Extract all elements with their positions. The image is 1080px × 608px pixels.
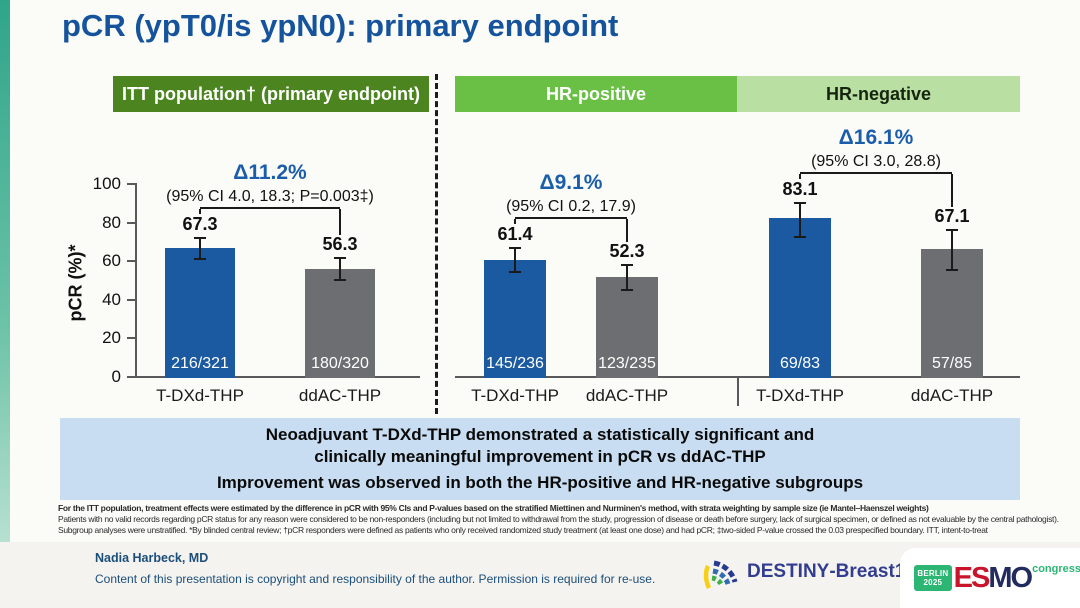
error-bar-cap	[334, 279, 346, 282]
error-bar-cap	[621, 263, 633, 266]
error-bar-cap	[194, 257, 206, 260]
y-tick-label: 80	[102, 212, 121, 232]
bracket-drop	[626, 218, 628, 242]
value-label: 52.3	[609, 240, 645, 261]
trial-logo-fan-icon	[703, 560, 738, 589]
y-axis	[135, 183, 137, 378]
ci-label: (95% CI 4.0, 18.3; P=0.003‡)	[166, 187, 374, 205]
value-label: 83.1	[782, 178, 818, 199]
y-tick	[127, 221, 135, 224]
group-divider-tick	[737, 378, 739, 406]
x-tick-label: T-DXd-THP	[756, 386, 844, 405]
value-label: 56.3	[322, 234, 358, 255]
chart-hr-subgroups: 61.4 145/236 T-DXd-THP 52.3 123/235 ddAC-THP (…	[455, 126, 1020, 410]
error-bar-cap	[794, 235, 806, 238]
bar-t-dxd-thp	[769, 217, 831, 378]
summary-line-1-2: Neoadjuvant T-DXd-THP demonstrated a sta…	[265, 424, 815, 466]
error-bar-cap	[194, 236, 206, 239]
ci-label: (95% CI 3.0, 28.8)	[811, 152, 941, 170]
copyright-note: Content of this presentation is copyrigh…	[95, 572, 656, 586]
error-bar	[514, 247, 516, 272]
bracket-drop	[514, 218, 516, 225]
y-tick-label: 60	[102, 251, 121, 271]
bracket	[515, 216, 627, 219]
esmo-congress-logo: BERLIN 2025 ESMO congress	[900, 548, 1080, 608]
footnotes: For the ITT population, treatment effect…	[58, 503, 1078, 536]
delta-label: Δ11.2%	[233, 160, 307, 184]
delta-label: Δ16.1%	[838, 125, 914, 149]
x-axis	[455, 376, 1020, 378]
error-bar	[951, 229, 953, 270]
y-tick	[127, 337, 135, 340]
value-label: 61.4	[497, 223, 533, 244]
bracket	[800, 171, 952, 174]
y-tick-label: 100	[92, 174, 121, 193]
y-tick	[127, 298, 135, 301]
bracket-drop	[339, 208, 341, 236]
bracket-drop	[951, 173, 953, 207]
slide-title: pCR (ypT0/is ypN0): primary endpoint	[62, 8, 619, 43]
y-tick-label: 0	[111, 367, 121, 386]
fraction-label: 57/85	[931, 355, 973, 372]
bar-ddac-thp	[305, 269, 375, 378]
y-tick-label: 20	[102, 328, 121, 348]
bracket	[200, 206, 340, 209]
y-tick	[127, 260, 135, 263]
value-label: 67.1	[934, 205, 970, 226]
bar-ddac-thp	[596, 277, 658, 378]
x-tick-label: T-DXd-THP	[156, 386, 244, 405]
x-axis	[135, 376, 420, 378]
error-bar-cap	[946, 228, 958, 231]
footnote-line-1: For the ITT population, treatment effect…	[58, 503, 929, 513]
fraction-label: 123/235	[598, 355, 656, 372]
bracket-drop	[799, 173, 801, 180]
error-bar-cap	[794, 201, 806, 204]
esmo-berlin-2025-badge: BERLIN 2025	[914, 565, 952, 591]
error-bar	[626, 264, 628, 290]
esmo-congress-word: congress	[1032, 563, 1080, 575]
destiny-breast11-logo: DESTINY-Breast11	[700, 552, 915, 592]
panel-header-hr-positive: HR-positive	[455, 76, 737, 112]
y-tick-label: 40	[102, 289, 121, 309]
chart-itt-population: 0 20 40 60 80 100 67.3 216/321 T-DXd-THP 56.3 180/…	[60, 130, 430, 410]
bar-t-dxd-thp	[165, 248, 235, 378]
fraction-label: 216/321	[171, 355, 229, 372]
panel-header-itt: ITT population† (primary endpoint)	[113, 76, 429, 112]
fraction-label: 145/236	[486, 355, 544, 372]
delta-label: Δ9.1%	[539, 170, 603, 194]
summary-box: Neoadjuvant T-DXd-THP demonstrated a sta…	[60, 418, 1020, 500]
error-bar	[199, 237, 201, 259]
author-name: Nadia Harbeck, MD	[95, 551, 209, 565]
x-tick-label: ddAC-THP	[910, 386, 994, 405]
ci-label: (95% CI 0.2, 17.9)	[506, 197, 636, 215]
x-tick-label: T-DXd-THP	[471, 386, 559, 405]
x-tick-label: ddAC-THP	[585, 386, 669, 405]
summary-line-3: Improvement was observed in both the HR-…	[216, 473, 864, 493]
footnote-line-3: Subgroup analyses were unstratified. *By…	[58, 525, 988, 536]
error-bar	[339, 258, 341, 281]
x-tick-label: ddAC-THP	[298, 386, 382, 405]
bar-t-dxd-thp	[484, 259, 546, 378]
error-bar	[799, 202, 801, 237]
error-bar-cap	[509, 270, 521, 273]
panel-header-hr-negative: HR-negative	[737, 76, 1020, 112]
trial-logo-text: DESTINY-Breast11	[747, 561, 915, 582]
y-tick	[127, 376, 135, 378]
bracket-drop	[199, 208, 201, 215]
footnote-line-2: Patients with no valid records regarding…	[58, 514, 1059, 525]
left-edge-strip	[0, 0, 10, 608]
error-bar-cap	[946, 268, 958, 271]
error-bar-cap	[621, 288, 633, 291]
y-tick	[127, 183, 135, 185]
fraction-label: 180/320	[311, 355, 369, 372]
panel-divider-dashed-line	[435, 74, 438, 414]
error-bar-cap	[334, 257, 346, 260]
fraction-label: 69/83	[779, 355, 821, 372]
esmo-wordmark: ESMO	[953, 561, 1033, 594]
value-label: 67.3	[182, 213, 218, 234]
error-bar-cap	[509, 246, 521, 249]
